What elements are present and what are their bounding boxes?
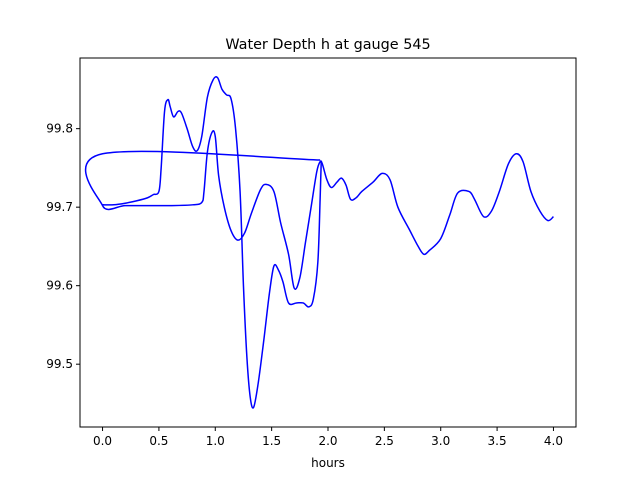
y-tick-label: 99.7	[46, 200, 73, 214]
x-tick-label: 1.0	[206, 434, 225, 448]
x-axis: 0.0 0.5 1.0 1.5 2.0 2.5 3.0 3.5 4.0	[93, 427, 563, 448]
x-tick-label: 0.5	[149, 434, 168, 448]
x-tick-label: 3.0	[431, 434, 450, 448]
chart-title: Water Depth h at gauge 545	[225, 37, 430, 53]
x-axis-title: hours	[311, 456, 345, 470]
x-tick-label: 1.5	[262, 434, 281, 448]
series-layer	[85, 76, 554, 409]
x-tick-label: 4.0	[544, 434, 563, 448]
x-tick-label: 3.5	[488, 434, 507, 448]
x-tick-label: 2.5	[375, 434, 394, 448]
y-axis: 99.5 99.6 99.7 99.8	[46, 122, 80, 371]
series-line-2	[102, 76, 322, 409]
x-tick-label: 2.0	[318, 434, 337, 448]
y-tick-label: 99.8	[46, 122, 73, 136]
series-line-1	[85, 130, 554, 290]
y-tick-label: 99.5	[46, 357, 73, 371]
y-tick-label: 99.6	[46, 279, 73, 293]
x-tick-label: 0.0	[93, 434, 112, 448]
